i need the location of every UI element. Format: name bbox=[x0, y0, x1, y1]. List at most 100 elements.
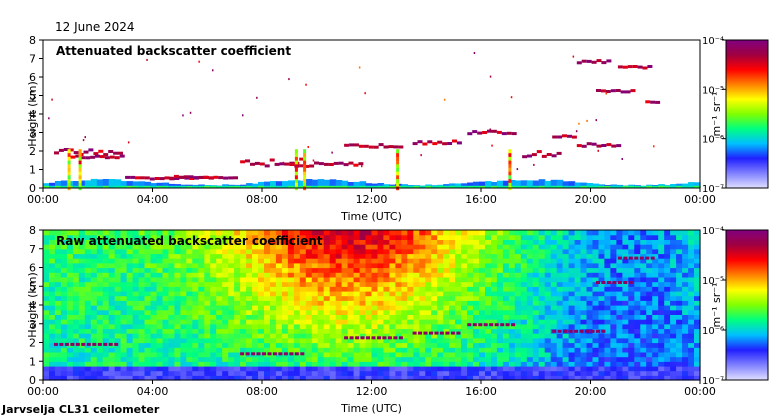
raw-cell bbox=[186, 342, 193, 348]
raw-cell bbox=[210, 375, 217, 381]
raw-cell bbox=[96, 328, 104, 334]
raw-cell bbox=[144, 375, 152, 381]
cloud-return bbox=[240, 160, 246, 164]
raw-cell bbox=[150, 361, 158, 367]
raw-cell bbox=[258, 281, 265, 287]
raw-cell bbox=[604, 244, 611, 250]
raw-cell bbox=[234, 300, 241, 306]
raw-cell bbox=[96, 337, 104, 344]
raw-cell bbox=[329, 351, 337, 358]
raw-cell bbox=[449, 351, 456, 358]
raw-cell bbox=[598, 239, 606, 245]
precip-streak bbox=[67, 160, 71, 165]
raw-cell bbox=[60, 333, 68, 339]
raw-cell bbox=[281, 337, 289, 344]
raw-cell bbox=[479, 370, 486, 376]
raw-cell bbox=[43, 248, 50, 255]
raw-cell bbox=[168, 290, 175, 297]
raw-cell bbox=[114, 314, 122, 320]
y-tick-label: 1 bbox=[29, 164, 36, 177]
raw-cell bbox=[628, 267, 635, 273]
raw-cell bbox=[526, 323, 534, 330]
raw-cell bbox=[60, 286, 68, 292]
surface-layer bbox=[670, 185, 677, 188]
cloud-return bbox=[119, 154, 125, 158]
raw-cell bbox=[120, 258, 128, 264]
raw-cell bbox=[508, 272, 516, 278]
raw-cell bbox=[222, 230, 229, 236]
raw-cell bbox=[114, 333, 122, 339]
raw-cell bbox=[658, 347, 665, 353]
surface-layer bbox=[78, 185, 86, 188]
raw-cell bbox=[598, 300, 606, 306]
raw-cell bbox=[264, 300, 271, 306]
raw-cell bbox=[610, 347, 617, 353]
raw-cell bbox=[270, 230, 277, 236]
raw-cell bbox=[126, 314, 134, 320]
raw-cell bbox=[580, 244, 588, 250]
raw-cell bbox=[359, 276, 367, 283]
raw-cell bbox=[538, 272, 546, 278]
raw-cell bbox=[443, 337, 450, 344]
raw-cell bbox=[102, 234, 110, 240]
raw-cell bbox=[78, 370, 86, 376]
raw-cell bbox=[371, 230, 379, 236]
raw-cell bbox=[532, 365, 540, 372]
raw-cell bbox=[102, 328, 110, 334]
raw-cell bbox=[616, 314, 623, 320]
raw-cell bbox=[455, 319, 462, 325]
raw-cell bbox=[78, 239, 86, 245]
raw-cell bbox=[485, 267, 492, 273]
raw-cell bbox=[407, 337, 414, 344]
raw-cell bbox=[240, 244, 247, 250]
precip-streak bbox=[303, 156, 307, 161]
raw-cell bbox=[455, 356, 462, 362]
raw-cell bbox=[174, 323, 181, 330]
raw-cloud-return bbox=[467, 323, 472, 327]
cloud-return bbox=[383, 145, 389, 149]
cloud-return bbox=[304, 164, 310, 168]
raw-cell bbox=[108, 295, 116, 301]
raw-cell bbox=[216, 276, 223, 283]
raw-cell bbox=[311, 300, 319, 306]
colorbar-tick-label: 10⁻⁴ bbox=[702, 226, 724, 237]
raw-cell bbox=[264, 375, 271, 381]
aerosol-layer bbox=[323, 179, 331, 188]
raw-cell bbox=[586, 262, 594, 269]
cloud-return bbox=[647, 65, 653, 68]
cloud-return bbox=[353, 163, 359, 167]
raw-cell bbox=[586, 333, 594, 339]
raw-cell bbox=[610, 276, 617, 283]
raw-cell bbox=[401, 351, 408, 358]
raw-cell bbox=[72, 356, 80, 362]
raw-cell bbox=[634, 333, 641, 339]
raw-cell bbox=[634, 253, 641, 259]
raw-cell bbox=[329, 290, 337, 297]
raw-cell bbox=[347, 356, 355, 362]
raw-cell bbox=[610, 314, 617, 320]
raw-cell bbox=[192, 248, 199, 255]
raw-cell bbox=[66, 281, 74, 287]
raw-cell bbox=[658, 351, 665, 358]
raw-cell bbox=[264, 319, 271, 325]
raw-cell bbox=[676, 286, 683, 292]
raw-cell bbox=[550, 342, 558, 348]
raw-cell bbox=[144, 253, 152, 259]
raw-cell bbox=[258, 356, 265, 362]
raw-cell bbox=[389, 262, 396, 269]
raw-cell bbox=[580, 375, 588, 381]
raw-cell bbox=[604, 314, 611, 320]
raw-cell bbox=[49, 267, 56, 273]
raw-cell bbox=[646, 319, 653, 325]
raw-cell bbox=[502, 281, 510, 287]
raw-cell bbox=[598, 234, 606, 240]
raw-cell bbox=[449, 272, 456, 278]
raw-cell bbox=[54, 370, 62, 376]
raw-cell bbox=[329, 370, 337, 376]
raw-cell bbox=[592, 295, 600, 301]
raw-cell bbox=[377, 262, 385, 269]
cloud-return bbox=[546, 153, 552, 156]
raw-cell bbox=[174, 286, 181, 292]
raw-cell bbox=[323, 309, 331, 315]
raw-cell bbox=[377, 356, 385, 362]
